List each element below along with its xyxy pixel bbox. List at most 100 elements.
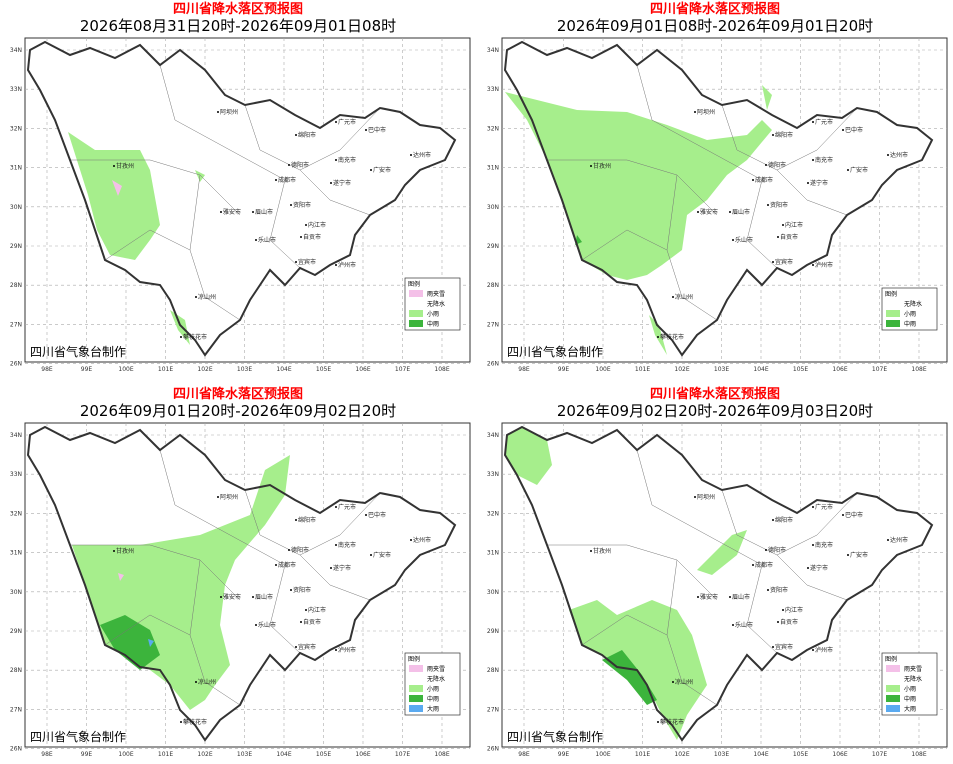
lon-label: 103E <box>714 751 729 758</box>
city-label: 德阳市 <box>291 546 309 554</box>
city-dot <box>752 564 754 566</box>
city-dot <box>252 596 254 598</box>
city-label: 泸州市 <box>815 261 833 269</box>
district-border <box>269 179 301 269</box>
city-label: 攀枝花市 <box>660 333 684 341</box>
lon-label: 105E <box>793 751 808 758</box>
city-label: 甘孜州 <box>116 547 134 555</box>
city-label: 眉山市 <box>732 593 750 601</box>
city-dot <box>288 164 290 166</box>
city-label: 遂宁市 <box>810 564 828 572</box>
city-label: 绵阳市 <box>775 516 793 524</box>
city-dot <box>180 721 182 723</box>
panel-title: 四川省降水落区预报图 <box>173 386 303 402</box>
lon-label: 99E <box>81 366 93 373</box>
lat-label: 33N <box>487 471 499 478</box>
lon-label: 104E <box>753 751 768 758</box>
legend-label: 中雨 <box>427 695 439 703</box>
lon-label: 105E <box>316 366 331 373</box>
city-dot <box>335 121 337 123</box>
lat-label: 28N <box>10 282 22 289</box>
lon-label: 102E <box>674 751 689 758</box>
city-dot <box>729 211 731 213</box>
district-border <box>159 449 286 566</box>
city-label: 甘孜州 <box>593 547 611 555</box>
district-border <box>299 554 371 601</box>
district-border <box>636 449 763 566</box>
city-label: 凉山州 <box>198 678 216 686</box>
city-dot <box>697 211 699 213</box>
lon-label: 99E <box>558 366 570 373</box>
legend-label: 大雨 <box>427 705 439 713</box>
city-label: 自贡市 <box>780 618 798 626</box>
city-dot <box>657 336 659 338</box>
city-dot <box>195 296 197 298</box>
district-border <box>189 559 241 706</box>
rain-area <box>649 315 667 355</box>
city-dot <box>672 296 674 298</box>
city-dot <box>300 236 302 238</box>
city-label: 宜宾市 <box>775 643 793 651</box>
city-label: 乐山市 <box>735 236 753 244</box>
city-label: 泸州市 <box>338 646 356 654</box>
city-label: 广安市 <box>850 551 868 559</box>
legend-swatch <box>409 705 423 712</box>
city-label: 攀枝花市 <box>183 718 207 726</box>
city-dot <box>842 129 844 131</box>
lon-label: 104E <box>753 366 768 373</box>
city-label: 巴中市 <box>368 126 386 134</box>
lon-label: 102E <box>197 751 212 758</box>
city-label: 泸州市 <box>815 646 833 654</box>
city-dot <box>217 496 219 498</box>
legend-title: 图例 <box>408 280 420 288</box>
city-dot <box>295 134 297 136</box>
legend-swatch <box>409 290 423 297</box>
legend-label: 小雨 <box>904 685 916 693</box>
district-border <box>666 174 718 321</box>
city-label: 资阳市 <box>770 201 788 209</box>
city-dot <box>782 609 784 611</box>
legend-label: 大雨 <box>904 705 916 713</box>
province-border <box>26 40 457 357</box>
lon-label: 106E <box>832 366 847 373</box>
lat-label: 32N <box>10 125 22 132</box>
city-label: 眉山市 <box>732 208 750 216</box>
district-border <box>547 544 718 601</box>
city-dot <box>752 179 754 181</box>
district-border <box>547 159 718 216</box>
district-border <box>104 229 191 261</box>
panel-subtitle: 2026年09月01日20时-2026年09月02日20时 <box>80 402 396 420</box>
city-label: 甘孜州 <box>116 162 134 170</box>
footer: 四川省气象台制作 <box>507 729 603 744</box>
legend-label: 中雨 <box>427 320 439 328</box>
city-label: 乐山市 <box>258 621 276 629</box>
legend-swatch <box>886 665 900 672</box>
city-label: 雅安市 <box>223 593 241 601</box>
province-border <box>503 40 934 357</box>
city-label: 巴中市 <box>845 511 863 519</box>
city-label: 广元市 <box>815 118 833 126</box>
district-border <box>299 169 371 216</box>
district-border <box>159 64 286 181</box>
city-dot <box>255 239 257 241</box>
district-border <box>776 169 848 216</box>
city-label: 阿坝州 <box>220 493 238 501</box>
city-dot <box>330 182 332 184</box>
lon-label: 108E <box>434 366 449 373</box>
district-border <box>189 174 241 321</box>
lon-label: 106E <box>355 366 370 373</box>
rain-area <box>170 310 190 345</box>
city-dot <box>255 624 257 626</box>
legend-label: 无降水 <box>427 675 445 683</box>
legend-swatch <box>886 310 900 317</box>
lon-label: 107E <box>872 366 887 373</box>
lat-label: 34N <box>10 432 22 439</box>
legend-swatch <box>886 695 900 702</box>
province-border <box>503 425 934 742</box>
city-label: 南充市 <box>338 541 356 549</box>
city-label: 南充市 <box>815 541 833 549</box>
lat-label: 34N <box>487 47 499 54</box>
rain-area <box>100 615 160 670</box>
